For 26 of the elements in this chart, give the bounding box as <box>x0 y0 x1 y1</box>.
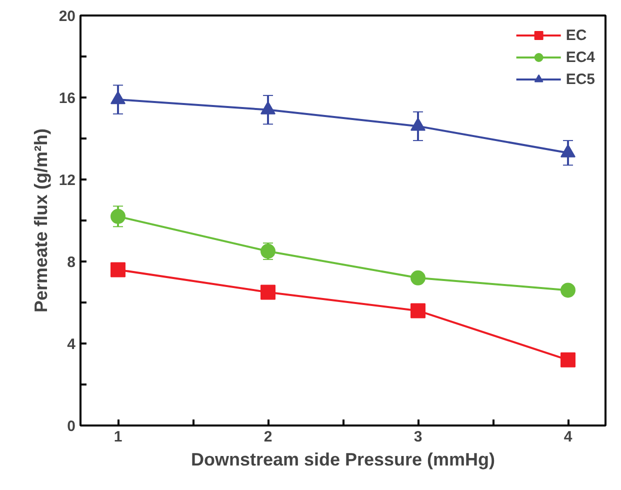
point <box>110 90 126 104</box>
point <box>410 118 426 131</box>
y-tick-label: 12 <box>58 172 76 189</box>
y-tick-label: 4 <box>67 336 76 353</box>
legend-label: EC5 <box>566 70 595 88</box>
point <box>410 270 426 286</box>
point <box>110 262 126 278</box>
y-tick-label: 16 <box>58 90 76 107</box>
x-tick-label: 2 <box>264 428 272 446</box>
x-tick-label: 4 <box>564 428 573 446</box>
point <box>260 101 276 114</box>
x-tick-label: 3 <box>414 428 422 446</box>
point <box>560 144 576 158</box>
point <box>260 284 276 300</box>
y-axis-title: Permeate flux (g/m²h) <box>30 128 51 313</box>
point <box>410 303 426 318</box>
legend-label: EC <box>566 26 587 44</box>
y-tick-label: 0 <box>67 418 76 435</box>
legend-label: EC4 <box>566 48 595 66</box>
x-axis-title: Downstream side Pressure (mmHg) <box>190 450 496 470</box>
y-tick-label: 20 <box>58 8 76 25</box>
y-tick-label: 8 <box>67 254 76 271</box>
point <box>110 208 126 224</box>
point <box>560 282 576 298</box>
x-tick-label: 1 <box>114 428 122 446</box>
point <box>560 352 576 368</box>
